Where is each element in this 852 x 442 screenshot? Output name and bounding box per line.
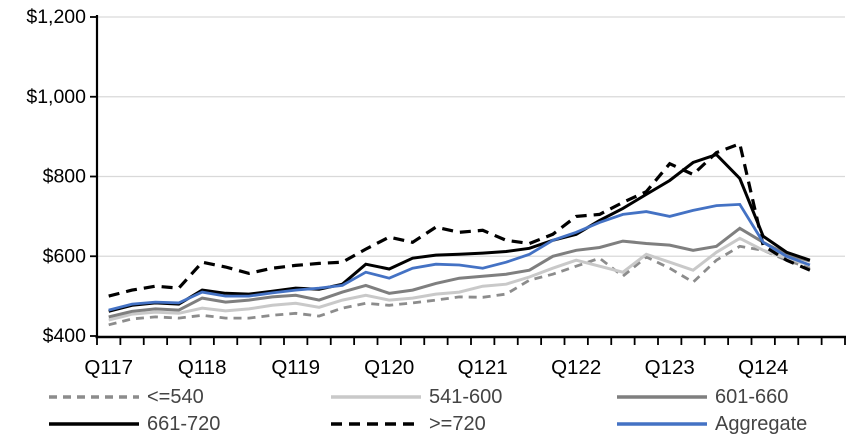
legend-label: 541-600 [429, 385, 503, 408]
legend-label: 661-720 [147, 412, 221, 435]
x-axis-label: Q118 [178, 356, 227, 379]
x-axis-label: Q121 [458, 356, 508, 379]
legend-item-661-720: 661-720 [48, 410, 220, 437]
legend-item--720: >=720 [330, 410, 486, 437]
legend-item-601-660: 601-660 [616, 383, 788, 410]
series-line-661-720 [108, 152, 811, 313]
x-axis-label: Q123 [645, 356, 695, 379]
legend-swatch [331, 394, 421, 399]
chart-legend: <=540 541-600 601-660 661-720 >=720 Aggregate [0, 382, 852, 442]
legend-item--540: <=540 [48, 383, 204, 410]
legend-label: 601-660 [715, 385, 789, 408]
series-line--540 [108, 244, 811, 327]
series-line-aggregate [108, 202, 811, 312]
legend-swatch [331, 421, 421, 426]
plot-svg: $400 $600 $800 $1,000 $1,200 Q117 Q118 Q119 Q120… [26, 6, 846, 379]
legend-row: 661-720 >=720 Aggregate [0, 410, 852, 437]
legend-swatch [617, 394, 707, 399]
x-axis-label: Q117 [84, 356, 133, 379]
y-axis-label: $1,000 [26, 86, 86, 108]
x-axis-label: Q122 [551, 356, 601, 379]
x-axis-label: Q120 [364, 356, 414, 379]
series-line-541-600 [108, 236, 811, 322]
y-axis-label: $1,200 [26, 6, 86, 28]
x-axis-label: Q119 [271, 356, 320, 379]
legend-label: Aggregate [715, 412, 808, 435]
x-axis-label: Q124 [738, 356, 788, 379]
y-axis-label: $800 [43, 166, 87, 188]
legend-row: <=540 541-600 601-660 [0, 383, 852, 410]
legend-item-aggregate: Aggregate [616, 410, 807, 437]
y-axis-label: $600 [43, 245, 87, 267]
legend-label: <=540 [147, 385, 204, 408]
legend-swatch [49, 394, 139, 399]
legend-label: >=720 [429, 412, 486, 435]
legend-swatch [49, 421, 139, 426]
series-line-601-660 [108, 226, 811, 319]
legend-item-541-600: 541-600 [330, 383, 502, 410]
series-line--720 [108, 141, 811, 298]
legend-swatch [617, 421, 707, 426]
y-axis-label: $400 [43, 325, 87, 347]
